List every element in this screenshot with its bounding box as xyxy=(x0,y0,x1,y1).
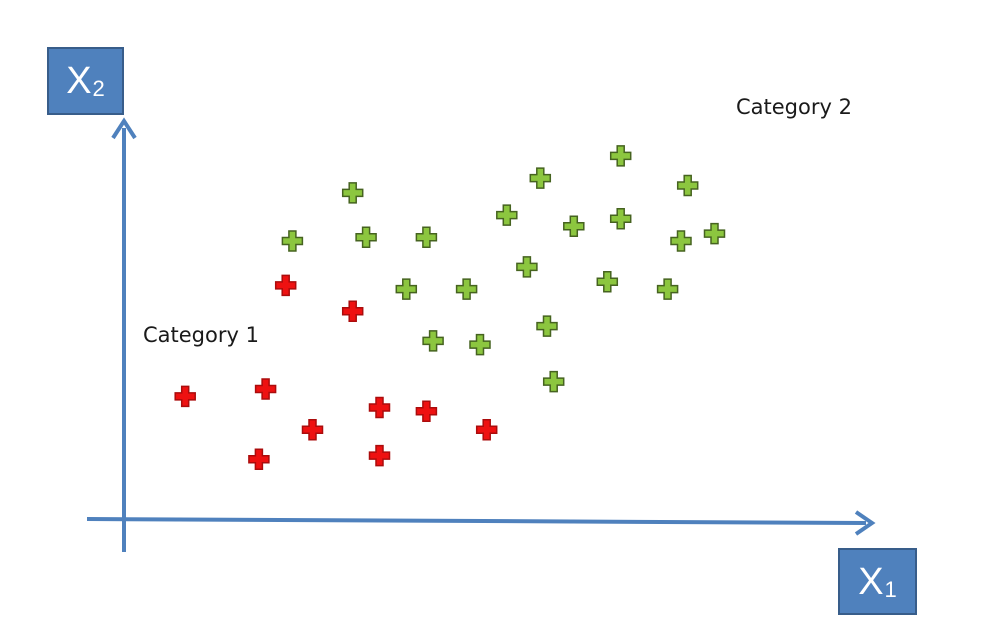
series-1-point-2 xyxy=(341,300,364,323)
series-2-point-16 xyxy=(609,145,632,167)
series-2-point-4 xyxy=(415,226,438,249)
series-2-point-15 xyxy=(596,270,619,293)
series-2-point-1 xyxy=(281,230,304,252)
series-2-point-12 xyxy=(536,315,558,337)
x-axis-arrowhead xyxy=(854,510,876,536)
y-axis-label-subscript: 2 xyxy=(92,76,105,101)
series-2-point-18 xyxy=(656,278,679,300)
x-axis-label-subscript: 1 xyxy=(884,576,897,602)
series-1-point-5 xyxy=(301,418,324,441)
series-1-point-3 xyxy=(174,385,196,408)
x-axis-label: X xyxy=(858,560,884,603)
series-1-point-8 xyxy=(368,444,391,467)
category-1-label: Category 1 xyxy=(143,323,259,347)
series-2-point-20 xyxy=(676,174,699,197)
series-2-point-11 xyxy=(529,167,552,189)
series-2-point-6 xyxy=(422,330,444,352)
series-2-point-8 xyxy=(469,333,491,356)
series-1-point-9 xyxy=(415,400,438,422)
series-2-point-21 xyxy=(703,222,726,245)
series-1-point-1 xyxy=(274,274,297,297)
series-2-point-7 xyxy=(455,278,478,300)
series-2-point-2 xyxy=(341,182,364,204)
series-2-point-19 xyxy=(670,230,692,252)
series-2-point-17 xyxy=(609,208,632,230)
y-axis-label: X xyxy=(66,60,92,102)
x-axis-line xyxy=(86,517,867,525)
series-2-point-10 xyxy=(516,256,538,278)
category-2-label: Category 2 xyxy=(736,95,852,119)
series-2-point-3 xyxy=(355,226,377,249)
points-layer xyxy=(174,145,726,471)
series-2-point-9 xyxy=(496,204,518,226)
series-1-point-7 xyxy=(368,396,391,419)
series-1-point-4 xyxy=(254,378,277,400)
series-1-point-10 xyxy=(475,418,498,441)
series-2-point-14 xyxy=(563,215,585,237)
series-2-point-5 xyxy=(395,278,418,300)
y-axis-arrowhead xyxy=(111,117,137,140)
series-2-point-13 xyxy=(542,370,565,393)
series-1-point-6 xyxy=(248,448,270,471)
